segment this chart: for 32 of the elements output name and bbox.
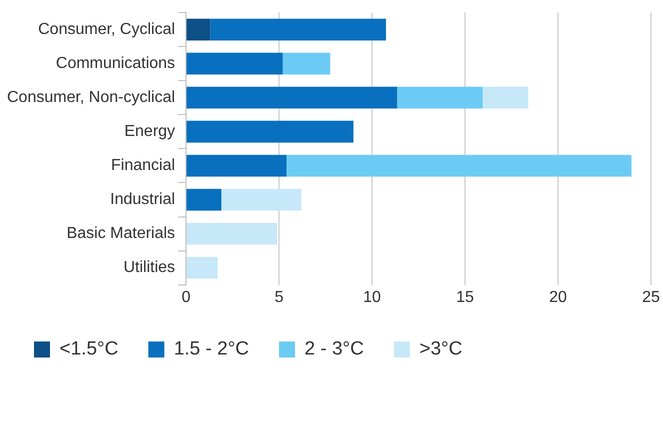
bar	[186, 52, 283, 75]
y-tick-label: Industrial	[110, 191, 176, 208]
bar	[221, 188, 302, 211]
bar	[282, 52, 330, 75]
bar	[482, 86, 528, 109]
bar	[186, 154, 286, 177]
y-tick-label: Basic Materials	[66, 225, 176, 242]
y-tick-label: Consumer, Non-cyclical	[6, 89, 176, 106]
y-tick-label: Consumer, Cyclical	[38, 21, 176, 38]
bar	[186, 18, 210, 40]
bar	[186, 188, 222, 211]
bar	[397, 86, 483, 109]
legend-label: 2 - 3°C	[304, 338, 364, 360]
y-tick-label: Financial	[111, 157, 176, 174]
x-tick-label: 25	[642, 288, 660, 306]
legend-label: >3°C	[419, 338, 462, 360]
bar	[186, 222, 278, 245]
x-tick-label: 15	[456, 288, 474, 306]
bar	[186, 120, 354, 143]
y-tick-label: Communications	[56, 55, 176, 72]
legend-label: 1.5 - 2°C	[174, 338, 250, 360]
bar	[210, 18, 386, 40]
y-tick-label: Energy	[124, 123, 176, 140]
bar	[186, 86, 398, 109]
x-tick-label: 10	[363, 288, 382, 306]
x-tick-label: 5	[274, 288, 284, 306]
bar	[186, 256, 218, 279]
x-tick-label: 0	[182, 288, 191, 306]
y-tick-label: Utilities	[123, 259, 176, 276]
legend-label: <1.5°C	[60, 338, 118, 360]
bar	[286, 154, 632, 177]
x-tick-label: 20	[549, 288, 568, 306]
